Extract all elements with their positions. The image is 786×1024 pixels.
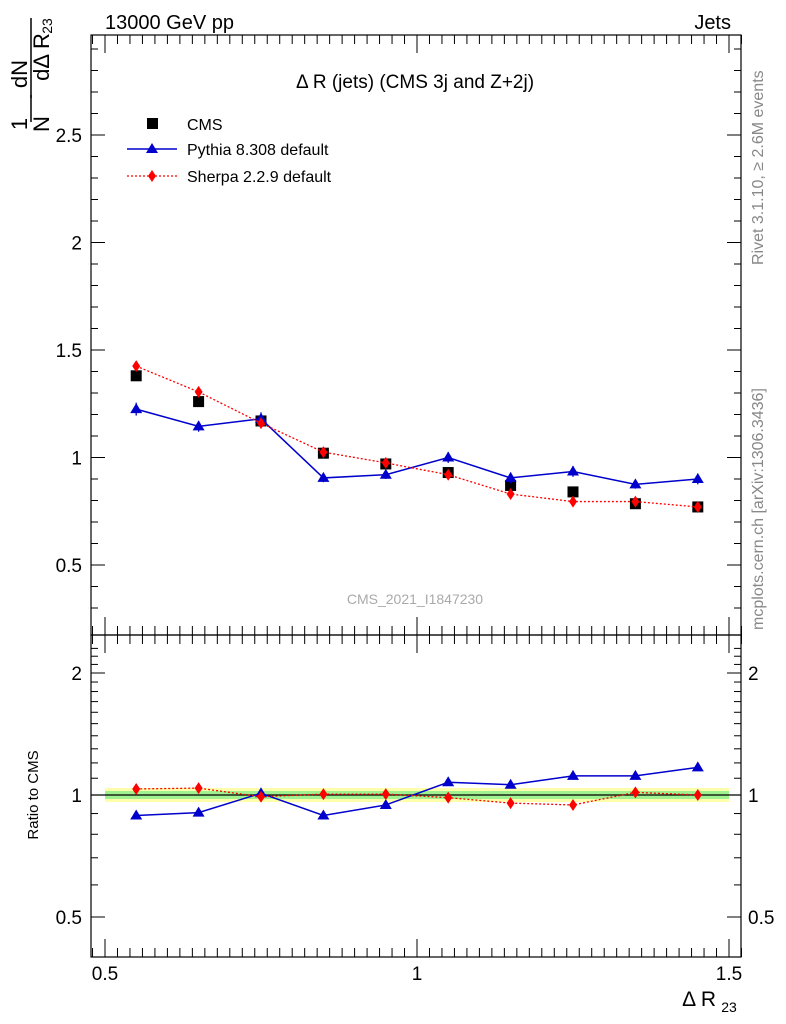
sherpa-point <box>132 360 141 373</box>
series-line <box>136 408 698 486</box>
svg-text:23: 23 <box>721 999 737 1015</box>
pythia-point <box>567 769 579 780</box>
sherpa-point <box>631 786 640 799</box>
legend-sherpa-label: Sherpa 2.2.9 default <box>187 169 332 186</box>
sherpa-point <box>693 500 702 513</box>
series-line <box>135 365 698 508</box>
pythia-point <box>691 473 704 483</box>
chart-title: Δ R (jets) (CMS 3j and Z+2j) <box>296 72 534 93</box>
pythia-point <box>317 809 330 820</box>
main-y-tick-label: 0.5 <box>56 556 82 577</box>
sherpa-point <box>257 417 265 430</box>
header-left: 13000 GeV pp <box>105 12 234 34</box>
series-line <box>136 787 698 806</box>
main-y-axis-label: 1 N dN dΔ R 23 <box>7 18 55 132</box>
sherpa-point <box>194 385 203 398</box>
svg-text:1: 1 <box>7 118 32 130</box>
svg-text:dΔ R: dΔ R <box>29 33 54 81</box>
svg-text:23: 23 <box>39 18 55 34</box>
cms-point <box>505 479 517 491</box>
sherpa-point <box>194 782 203 795</box>
ratio-y-ticks: 0.5 0.5 1 1 2 2 <box>56 647 774 929</box>
pythia-point <box>317 471 330 482</box>
ratio-y-label: Ratio to CMS <box>25 750 42 839</box>
sherpa-point <box>319 446 328 459</box>
sherpa-point <box>381 788 390 801</box>
ratio-y-tick-label-left: 1 <box>71 786 82 807</box>
ratio-y-tick-label-right: 1 <box>748 786 759 807</box>
legend-pythia-marker <box>146 143 158 153</box>
ratio-y-tick-label-left: 2 <box>71 664 82 685</box>
sherpa-point <box>693 789 702 801</box>
pythia-point <box>442 776 455 787</box>
pythia-point <box>691 761 704 772</box>
ratio-y-tick-label-left: 0.5 <box>56 908 82 929</box>
x-axis-label: Δ R 23 <box>682 988 737 1015</box>
ratio-frame <box>90 634 742 958</box>
legend-item-sherpa: Sherpa 2.2.9 default <box>127 169 332 186</box>
main-y-tick-label: 1.5 <box>56 341 82 362</box>
x-tick-label: 0.5 <box>92 964 118 985</box>
ratio-panel: 0.5 0.5 1 1 2 2 0.5 1 1.5 <box>56 35 774 985</box>
cms-point <box>130 370 142 382</box>
series-line <box>136 766 698 817</box>
pythia-point <box>379 798 392 809</box>
ratio-y-tick-label-right: 0.5 <box>748 908 774 929</box>
legend-sherpa-marker <box>148 170 156 182</box>
x-tick-label: 1 <box>412 964 423 985</box>
legend-cms-marker <box>147 118 158 129</box>
sherpa-point <box>257 790 265 803</box>
legend: CMS Pythia 8.308 default Sherpa 2.2.9 de… <box>127 117 332 186</box>
main-y-tick-label: 1 <box>71 449 82 470</box>
main-y-tick-label: 2 <box>71 234 82 255</box>
main-panel: 0.5 1 1.5 2 2.5 <box>56 34 742 636</box>
sherpa-point <box>506 488 515 501</box>
pythia-point <box>192 806 205 817</box>
legend-item-cms: CMS <box>147 117 223 134</box>
pythia-point <box>629 478 642 489</box>
sherpa-point <box>444 791 453 804</box>
rivet-label: Rivet 3.1.10, ≥ 2.6M events <box>750 70 767 265</box>
ratio-y-tick-label-right: 2 <box>748 664 759 685</box>
cms-point <box>193 396 205 408</box>
main-y-ticks: 0.5 1 1.5 2 2.5 <box>56 48 741 609</box>
svg-text:N: N <box>29 116 54 132</box>
legend-cms-label: CMS <box>187 117 223 134</box>
legend-pythia-label: Pythia 8.308 default <box>187 142 329 159</box>
watermark: CMS_2021_I1847230 <box>347 591 483 607</box>
sherpa-point <box>132 782 141 795</box>
pythia-point <box>130 403 143 414</box>
main-y-tick-label: 2.5 <box>56 126 82 147</box>
svg-text:dN: dN <box>7 60 32 88</box>
pythia-point <box>192 420 205 431</box>
svg-text:Δ R: Δ R <box>682 988 716 1011</box>
pythia-point <box>504 471 517 482</box>
sherpa-point <box>319 788 328 801</box>
pythia-point <box>567 465 579 476</box>
sherpa-point <box>631 495 640 508</box>
sherpa-point <box>381 456 390 469</box>
pythia-point <box>629 769 642 780</box>
header-right: Jets <box>694 12 731 34</box>
sherpa-point <box>569 495 577 508</box>
mcplots-label: mcplots.cern.ch [arXiv:1306.3436] <box>750 388 767 630</box>
legend-item-pythia: Pythia 8.308 default <box>127 142 329 159</box>
x-ticks: 0.5 1 1.5 <box>92 35 742 985</box>
pythia-point <box>130 809 143 820</box>
sherpa-point <box>506 797 515 810</box>
sherpa-point <box>569 798 577 811</box>
pythia-point <box>504 778 517 789</box>
sherpa-point <box>444 468 453 481</box>
pythia-point <box>442 451 455 462</box>
x-tick-label: 1.5 <box>716 964 742 985</box>
pythia-point <box>379 468 392 479</box>
main-series <box>130 360 704 513</box>
ratio-series <box>130 761 704 820</box>
cms-point <box>567 486 579 498</box>
